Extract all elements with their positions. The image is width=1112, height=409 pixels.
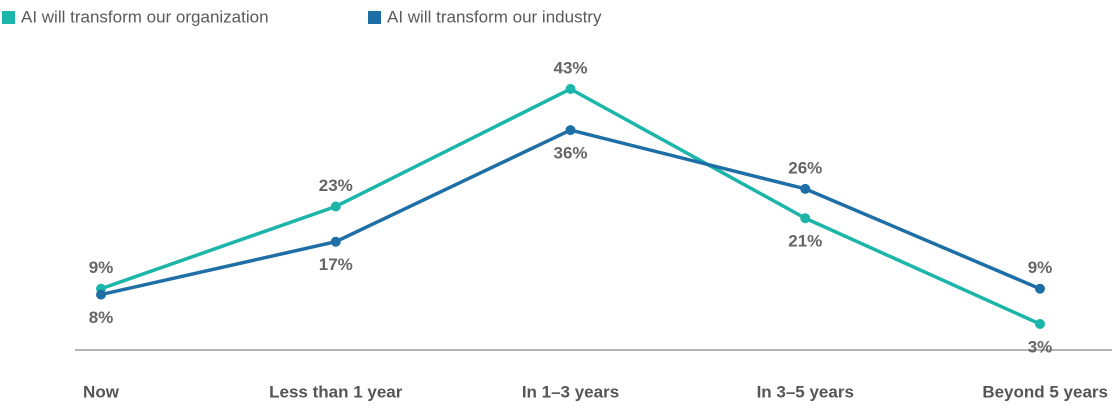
legend-swatch [2,11,15,24]
data-point [565,125,576,136]
data-label: 23% [319,176,353,195]
data-label: 3% [1028,337,1053,356]
data-point [330,236,341,247]
data-point [96,289,106,300]
data-label: 26% [788,158,822,177]
legend-text: AI will transform our organization [21,7,269,26]
data-label: 8% [89,308,114,327]
data-label: 36% [553,144,587,163]
x-tick-label: Beyond 5 years [982,382,1108,401]
legend-text: AI will transform our industry [387,7,602,26]
data-point [1035,318,1045,329]
data-point [330,201,341,212]
x-tick-label: In 3–5 years [757,382,854,401]
x-tick-label: In 1–3 years [522,382,619,401]
data-label: 9% [89,258,114,277]
legend-swatch [368,11,381,24]
data-label: 9% [1028,258,1053,277]
data-point [800,213,811,224]
x-tick-label: Less than 1 year [269,382,403,401]
data-point [1035,283,1045,294]
data-label: 43% [553,58,587,77]
data-point [565,83,576,94]
series-line [100,87,1041,326]
data-point [800,183,811,194]
data-label: 21% [788,232,822,251]
x-tick-label: Now [83,382,120,401]
data-label: 17% [319,255,353,274]
